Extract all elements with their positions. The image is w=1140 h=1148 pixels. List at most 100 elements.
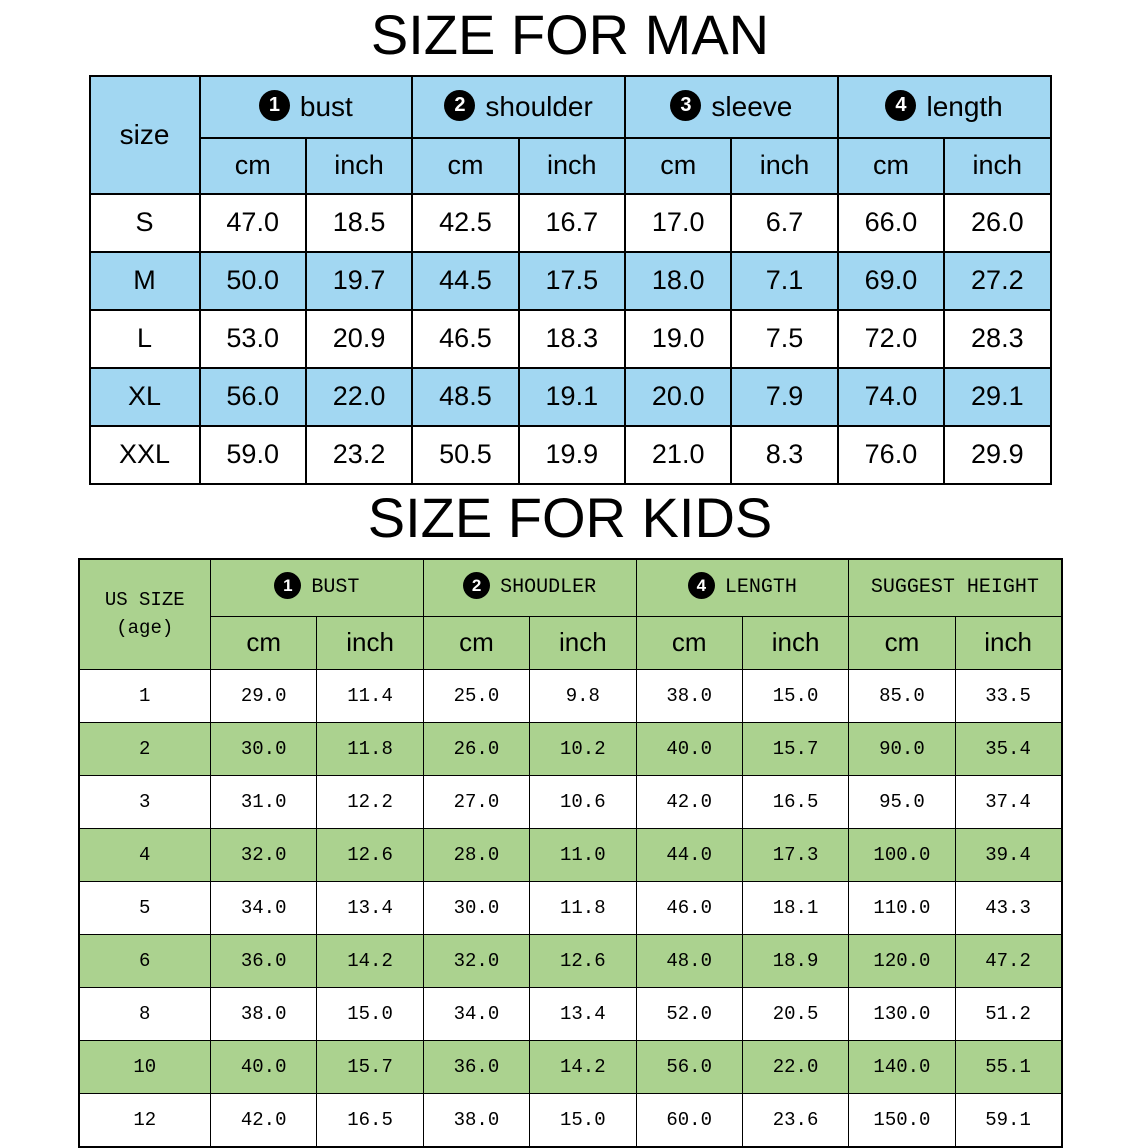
unit-cm-header: cm <box>836 136 946 195</box>
row-size-cell: 12 <box>78 1092 211 1148</box>
kids-group-bust: 1 BUST <box>210 558 424 617</box>
row-size-cell: 5 <box>78 880 211 935</box>
value-cell: 40.0 <box>209 1039 318 1094</box>
value-cell: 17.3 <box>741 827 850 882</box>
unit-cm-header: cm <box>635 615 743 670</box>
unit-cm-header: cm <box>623 136 733 195</box>
value-cell: 110.0 <box>848 880 956 935</box>
value-cell: 85.0 <box>848 668 956 723</box>
value-cell: 27.0 <box>422 774 531 829</box>
group-label: SUGGEST HEIGHT <box>870 576 1039 600</box>
unit-inch-header: inch <box>730 136 839 195</box>
value-cell: 44.5 <box>411 250 520 311</box>
value-cell: 23.6 <box>741 1092 850 1148</box>
kids-group-header-row: US SIZE (age) 1 BUST 2 SHOUDLER 4 LENGTH SU… <box>78 558 1062 670</box>
unit-cm-header: cm <box>422 615 531 670</box>
value-cell: 15.0 <box>529 1092 637 1148</box>
value-cell: 32.0 <box>209 827 318 882</box>
value-cell: 34.0 <box>422 986 531 1041</box>
value-cell: 9.8 <box>529 668 637 723</box>
value-cell: 26.0 <box>422 721 531 776</box>
unit-cm-header: cm <box>198 136 307 195</box>
value-cell: 140.0 <box>848 1039 956 1094</box>
value-cell: 19.9 <box>517 424 627 485</box>
group-label: SHOUDLER <box>500 576 597 600</box>
kids-size-table: US SIZE (age) 1 BUST 2 SHOUDLER 4 LENGTH SU… <box>77 557 1063 1148</box>
value-cell: 33.5 <box>954 668 1063 723</box>
row-size-cell: XL <box>88 366 201 427</box>
value-cell: 51.2 <box>954 986 1063 1041</box>
unit-inch-header: inch <box>304 136 414 195</box>
value-cell: 28.3 <box>943 308 1052 369</box>
value-cell: 18.0 <box>623 250 733 311</box>
value-cell: 38.0 <box>422 1092 531 1148</box>
value-cell: 11.4 <box>316 668 424 723</box>
row-size-cell: S <box>88 192 201 253</box>
man-unit-header-row: cm inch cm inch cm inch cm inch <box>90 136 1052 195</box>
value-cell: 7.5 <box>730 308 839 369</box>
table-row: 8 38.0 15.0 34.0 13.4 52.0 20.5 130.0 51.2 <box>78 986 1063 1041</box>
row-size-cell: M <box>88 250 201 311</box>
value-cell: 15.0 <box>741 668 850 723</box>
man-table-header: size 1 bust 2 shoulder 3 sleeve 4 length cm … <box>88 74 1052 195</box>
value-cell: 15.7 <box>316 1039 424 1094</box>
value-cell: 18.9 <box>741 933 850 988</box>
man-group-shoulder: 2 shoulder <box>411 74 626 139</box>
man-group-sleeve: 3 sleeve <box>624 74 839 139</box>
kids-corner-cell: US SIZE (age) <box>78 558 211 670</box>
value-cell: 19.0 <box>623 308 733 369</box>
value-cell: 25.0 <box>422 668 531 723</box>
value-cell: 15.0 <box>316 986 424 1041</box>
kids-corner-line2: (age) <box>116 617 174 640</box>
table-row: 6 36.0 14.2 32.0 12.6 48.0 18.9 120.0 47.2 <box>78 933 1063 988</box>
value-cell: 48.5 <box>411 366 520 427</box>
table-row: 1 29.0 11.4 25.0 9.8 38.0 15.0 85.0 33.5 <box>78 668 1063 723</box>
circled-2-icon: 2 <box>463 572 491 600</box>
value-cell: 74.0 <box>836 366 946 427</box>
value-cell: 6.7 <box>730 192 839 253</box>
value-cell: 19.1 <box>517 366 627 427</box>
value-cell: 13.4 <box>316 880 424 935</box>
value-cell: 50.0 <box>198 250 307 311</box>
kids-table-header: US SIZE (age) 1 BUST 2 SHOUDLER 4 LENGTH SU… <box>78 558 1063 670</box>
value-cell: 17.0 <box>623 192 733 253</box>
unit-cm-header: cm <box>209 615 318 670</box>
value-cell: 100.0 <box>848 827 956 882</box>
value-cell: 47.2 <box>954 933 1063 988</box>
value-cell: 59.0 <box>198 424 307 485</box>
value-cell: 95.0 <box>848 774 956 829</box>
group-label: BUST <box>311 576 360 600</box>
value-cell: 10.2 <box>529 721 637 776</box>
row-size-cell: L <box>88 308 201 369</box>
value-cell: 18.5 <box>304 192 414 253</box>
value-cell: 17.5 <box>517 250 627 311</box>
value-cell: 46.0 <box>635 880 743 935</box>
value-cell: 29.1 <box>943 366 1052 427</box>
value-cell: 30.0 <box>422 880 531 935</box>
unit-inch-header: inch <box>954 615 1063 670</box>
table-row: 10 40.0 15.7 36.0 14.2 56.0 22.0 140.0 55.1 <box>78 1039 1063 1094</box>
man-group-length: 4 length <box>836 74 1052 139</box>
value-cell: 42.0 <box>635 774 743 829</box>
table-row: 3 31.0 12.2 27.0 10.6 42.0 16.5 95.0 37.4 <box>78 774 1063 829</box>
value-cell: 13.4 <box>529 986 637 1041</box>
value-cell: 12.2 <box>316 774 424 829</box>
unit-inch-header: inch <box>517 136 627 195</box>
value-cell: 14.2 <box>316 933 424 988</box>
value-cell: 90.0 <box>848 721 956 776</box>
group-label: length <box>926 91 1003 123</box>
value-cell: 44.0 <box>635 827 743 882</box>
group-label: shoulder <box>485 91 593 123</box>
value-cell: 52.0 <box>635 986 743 1041</box>
value-cell: 11.8 <box>529 880 637 935</box>
value-cell: 43.3 <box>954 880 1063 935</box>
value-cell: 8.3 <box>730 424 839 485</box>
table-row: 4 32.0 12.6 28.0 11.0 44.0 17.3 100.0 39.4 <box>78 827 1063 882</box>
value-cell: 150.0 <box>848 1092 956 1148</box>
kids-table-body: 1 29.0 11.4 25.0 9.8 38.0 15.0 85.0 33.5 2 30.0 11.… <box>78 668 1063 1148</box>
value-cell: 18.1 <box>741 880 850 935</box>
circled-1-icon: 1 <box>274 572 302 600</box>
value-cell: 130.0 <box>848 986 956 1041</box>
circled-4-icon: 4 <box>687 572 715 600</box>
